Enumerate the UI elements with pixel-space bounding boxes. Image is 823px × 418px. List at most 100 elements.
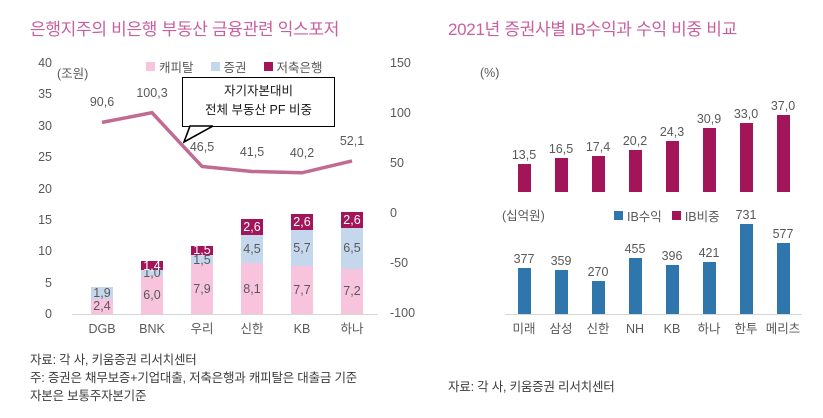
- legend-item-savings-bank: 저축은행: [263, 57, 323, 76]
- left-axis-tick-label: 25: [38, 150, 52, 165]
- ib-share-bar: [665, 141, 679, 192]
- bar-segment: [191, 245, 213, 255]
- ib-share-bar: [628, 149, 642, 192]
- right-axis-tick-label: 50: [390, 156, 404, 170]
- annotation-box: 자기자본대비 전체 부동산 PF 비중: [182, 77, 335, 127]
- bar-segment-label: 8,1: [243, 281, 261, 296]
- ib-share-bar: [591, 155, 605, 192]
- bar-segment: [141, 276, 163, 314]
- bar-segment-label: 6,5: [343, 241, 361, 256]
- left-axis-tick-label: 30: [38, 118, 52, 133]
- ib-share-value-label: 20,2: [622, 133, 648, 148]
- ib-revenue-bar: [517, 267, 531, 314]
- ib-revenue-value-label: 377: [513, 251, 535, 266]
- bar-segment: [341, 211, 363, 229]
- left-axis-tick-label: 40: [38, 56, 52, 70]
- category-label: 신한: [240, 322, 264, 336]
- bar-segment-label: 7,9: [193, 282, 211, 297]
- ib-share-value-label: 17,4: [585, 139, 611, 154]
- line-value-label: 90,6: [89, 95, 115, 110]
- bar-segment: [291, 213, 313, 230]
- ib-share-bar: [554, 157, 568, 192]
- category-label: NH: [625, 322, 645, 336]
- savings-bank-swatch-icon: [263, 62, 273, 71]
- legend-item-ib-share: IB비중: [671, 206, 720, 225]
- bar-segment: [291, 229, 313, 266]
- left-axis-tick-label: 10: [38, 244, 52, 259]
- bar-segment-label: 6,0: [143, 288, 161, 303]
- bar-segment-label: 5,7: [293, 240, 311, 255]
- ib-revenue-bar: [554, 269, 568, 314]
- right-chart-x-axis-line: [505, 314, 802, 315]
- ib-share-value-label: 37,0: [770, 99, 796, 113]
- ib-revenue-value-label: 359: [550, 253, 572, 268]
- ib-share-swatch-icon: [671, 211, 681, 220]
- bar-segment-label: 1,4: [143, 258, 161, 273]
- left-source-note: 자료: 각 사, 키움증권 리서치센터: [30, 353, 197, 367]
- legend-label: 캐피탈: [159, 61, 194, 75]
- bar-segment: [191, 255, 213, 265]
- category-label: 하나: [697, 322, 721, 336]
- left-axis-tick-label: 0: [45, 307, 52, 321]
- bar-segment-label: 2,6: [293, 214, 311, 229]
- bar-segment: [341, 268, 363, 314]
- bar-segment-label: 7,2: [343, 284, 361, 299]
- ib-share-value-label: 13,5: [511, 147, 537, 162]
- percent-unit-label: (%): [480, 66, 500, 80]
- bar-segment-label: 1,0: [143, 266, 161, 281]
- right-chart-title: 2021년 증권사별 IB수익과 수익 비중 비교: [448, 20, 737, 39]
- ib-revenue-bar: [628, 257, 642, 314]
- left-chart-title: 은행지주의 비은행 부동산 금융관련 익스포저: [30, 20, 340, 39]
- legend-label: IB비중: [684, 210, 720, 224]
- annotation-line-1: 자기자본대비: [223, 84, 293, 98]
- ib-revenue-value-label: 270: [587, 264, 609, 279]
- category-label: 한투: [734, 322, 758, 336]
- right-axis-tick-label: -100: [390, 306, 416, 320]
- legend-item-ib-revenue: IB수익: [614, 206, 662, 225]
- right-axis-tick-label: -50: [390, 256, 409, 270]
- bar-segment: [91, 298, 113, 314]
- legend-label: 증권: [223, 61, 247, 75]
- ib-share-value-label: 33,0: [733, 107, 759, 122]
- right-axis-tick-label: 100: [390, 106, 411, 120]
- ib-revenue-bar: [702, 262, 716, 314]
- annotation-callout-tail-icon: [183, 124, 214, 143]
- category-label: DGB: [88, 322, 116, 336]
- ib-share-bar: [517, 163, 531, 192]
- category-label: BNK: [139, 322, 165, 336]
- bar-segment: [141, 261, 163, 271]
- left-note-line-1: 주: 증권은 채무보증+기업대출, 저축은행과 캐피탈은 대출금 기준: [30, 371, 358, 385]
- category-label: KB: [663, 322, 681, 336]
- right-axis-tick-label: 0: [390, 206, 397, 220]
- left-axis-tick-label: 15: [38, 212, 52, 227]
- bar-segment: [241, 234, 263, 264]
- ib-revenue-bar: [591, 280, 605, 314]
- bar-segment: [241, 218, 263, 235]
- legend-item-securities: 증권: [210, 57, 247, 76]
- left-axis-tick-label: 20: [38, 181, 52, 196]
- bar-segment-label: 1,9: [93, 285, 111, 300]
- right-axis-tick-label: 150: [390, 56, 411, 70]
- line-value-label: 100,3: [136, 85, 168, 100]
- ib-share-bar: [776, 115, 790, 192]
- category-label: 삼성: [549, 322, 573, 336]
- left-chart-legend: 캐피탈 증권 저축은행: [146, 57, 323, 76]
- ib-revenue-bar: [665, 265, 679, 314]
- legend-label: 저축은행: [276, 61, 323, 75]
- left-note-line-2: 자본은 보통주자본기준: [30, 389, 147, 403]
- legend-item-capital: 캐피탈: [146, 57, 194, 76]
- right-source-note: 자료: 각 사, 키움증권 리서치센터: [448, 380, 615, 394]
- left-axis-unit-label: (조원): [57, 67, 89, 81]
- ib-share-bar: [739, 123, 753, 192]
- bar-segment-label: 2,6: [243, 219, 261, 234]
- category-label: 메리츠: [765, 322, 801, 336]
- category-label: 하나: [340, 322, 364, 336]
- ib-revenue-bar: [739, 224, 753, 314]
- ib-revenue-value-label: 396: [661, 249, 683, 264]
- ib-share-bar: [702, 127, 716, 192]
- capital-swatch-icon: [146, 62, 155, 71]
- annotation-line-2: 전체 부동산 PF 비중: [205, 103, 312, 117]
- ib-revenue-value-label: 421: [698, 246, 720, 261]
